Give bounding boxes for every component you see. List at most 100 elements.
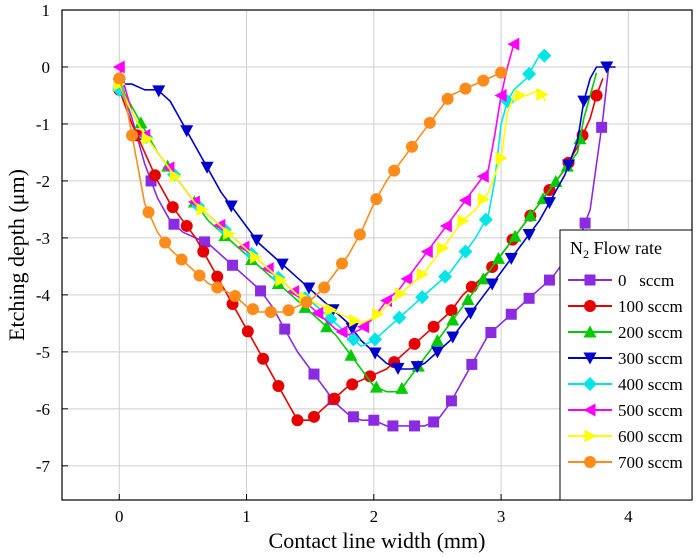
data-point <box>523 292 535 304</box>
series-3 <box>112 61 616 375</box>
data-point <box>430 333 444 346</box>
data-point <box>420 245 433 259</box>
data-point <box>458 244 473 259</box>
data-point <box>368 332 383 347</box>
data-point <box>370 193 383 206</box>
data-point <box>353 228 366 241</box>
data-point <box>142 206 155 219</box>
legend-frame <box>559 229 693 501</box>
legend-item: 0 sccm <box>568 271 674 290</box>
data-point <box>423 116 436 129</box>
data-point <box>126 129 138 142</box>
legend-item: 200 sccm <box>568 323 683 342</box>
data-point <box>148 169 161 182</box>
y-tick-label: 1 <box>42 1 51 20</box>
data-point <box>430 346 444 359</box>
data-point <box>495 151 508 165</box>
legend-title-rest: Flow rate <box>589 238 662 258</box>
data-point <box>400 272 413 286</box>
data-point <box>279 323 291 335</box>
data-point <box>439 219 452 233</box>
data-point <box>152 85 166 98</box>
y-tick-label: 0 <box>42 58 51 77</box>
data-point <box>166 201 179 214</box>
data-point <box>368 414 380 426</box>
data-point <box>492 251 506 264</box>
data-point <box>275 273 288 287</box>
data-point <box>495 66 508 79</box>
data-point <box>478 212 493 227</box>
y-tick-label: -2 <box>36 172 50 191</box>
data-point <box>485 278 499 291</box>
data-point <box>437 241 450 255</box>
y-tick-label: -3 <box>36 229 50 248</box>
data-point <box>175 253 188 266</box>
data-point <box>349 314 362 328</box>
data-point <box>325 303 338 317</box>
legend-marker <box>584 429 597 443</box>
y-tick-label: -5 <box>36 343 50 362</box>
data-point <box>311 306 324 320</box>
data-point <box>272 380 285 393</box>
series-line <box>118 61 611 427</box>
legend-label: 400 sccm <box>618 375 683 394</box>
legend-label: 200 sccm <box>618 323 683 342</box>
data-point <box>514 88 527 102</box>
data-point <box>368 347 382 360</box>
data-point <box>445 304 458 317</box>
data-point <box>406 140 418 153</box>
data-point <box>579 217 591 229</box>
data-point <box>600 61 614 74</box>
data-point <box>562 159 576 172</box>
data-point <box>388 164 401 177</box>
data-point <box>357 320 370 334</box>
data-point <box>318 281 331 294</box>
data-point <box>308 410 320 423</box>
data-point <box>300 296 313 309</box>
legend-label: 700 sccm <box>618 453 683 472</box>
legend-item: 600 sccm <box>568 427 683 446</box>
legend-marker <box>584 274 596 286</box>
data-point <box>346 332 361 347</box>
data-point <box>211 281 224 294</box>
x-tick-label: 2 <box>370 507 379 526</box>
legend: N2 Flow rate 0 sccm 100 sccm 200 sccm 300 s… <box>559 229 693 501</box>
data-point <box>380 294 393 308</box>
data-point <box>476 272 490 285</box>
data-point <box>523 209 537 222</box>
data-point <box>282 304 295 317</box>
data-point <box>257 352 270 365</box>
data-point <box>369 380 383 393</box>
legend-item: 300 sccm <box>568 349 683 368</box>
legend-marker <box>584 300 596 312</box>
data-point <box>391 362 405 375</box>
data-point <box>196 202 209 216</box>
data-point <box>168 218 180 230</box>
data-point <box>477 74 490 87</box>
data-point <box>410 361 424 374</box>
data-point <box>112 60 125 74</box>
legend-marker <box>583 352 597 365</box>
data-point <box>428 416 440 428</box>
data-point <box>291 414 304 427</box>
y-axis-label: Etching depth (μm) <box>4 169 29 341</box>
series-line <box>118 43 515 336</box>
data-point <box>446 331 460 344</box>
series-6 <box>113 77 549 328</box>
data-point <box>445 395 457 407</box>
data-point <box>328 392 341 405</box>
data-point <box>193 269 206 282</box>
data-point <box>336 257 348 270</box>
legend-label: 300 sccm <box>618 349 683 368</box>
legend-marker <box>583 325 597 338</box>
data-point <box>364 370 376 383</box>
data-point <box>224 200 238 213</box>
data-point <box>199 236 211 248</box>
legend-title-sub: 2 <box>583 247 589 261</box>
series-0 <box>113 61 611 432</box>
legend-items: 0 sccm 100 sccm 200 sccm 300 sccm 400 sccm 50… <box>568 271 683 472</box>
data-point <box>246 303 259 316</box>
data-point <box>241 325 254 338</box>
y-tick-label: -1 <box>36 115 50 134</box>
